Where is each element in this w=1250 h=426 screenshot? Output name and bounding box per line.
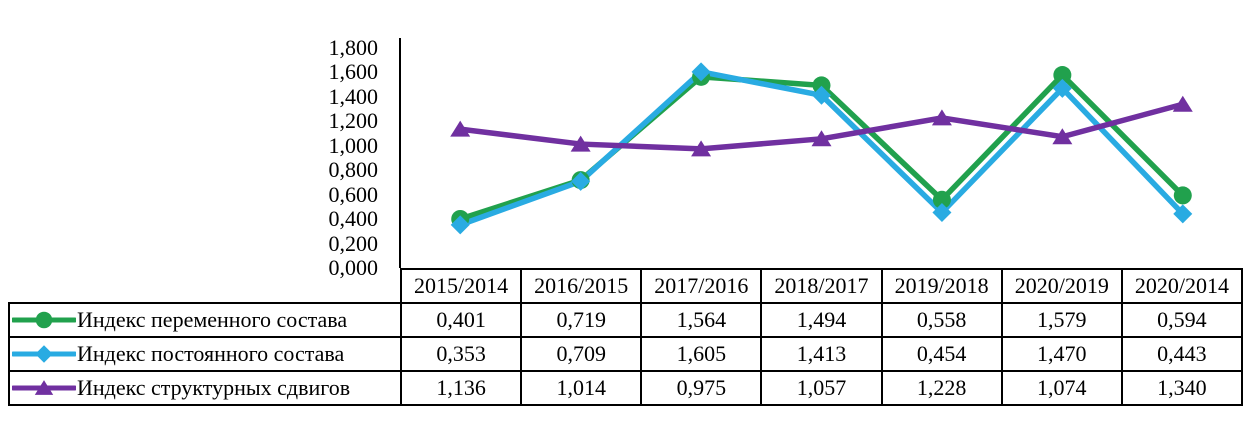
triangle-marker: [1172, 95, 1193, 112]
value-cell: 1,470: [1000, 336, 1123, 372]
legend-cell: Индекс переменного состава: [8, 302, 402, 338]
y-tick-label: 1,400: [328, 83, 379, 109]
year-header: 2016/2015: [520, 268, 643, 304]
value-cell: 1,564: [640, 302, 763, 338]
circle-marker: [932, 190, 951, 209]
table-row: Индекс структурных сдвигов 1,136 1,014 0,97…: [8, 370, 1244, 406]
value-cell: 0,719: [520, 302, 643, 338]
year-header: 2020/2019: [1000, 268, 1123, 304]
value-cell: 0,709: [520, 336, 643, 372]
diamond-marker: [450, 215, 470, 235]
value-cell: 1,014: [520, 370, 643, 406]
value-cell: 1,228: [880, 370, 1003, 406]
triangle-marker: [450, 120, 471, 137]
triangle-marker: [1052, 128, 1073, 145]
circle-marker: [812, 76, 831, 95]
diamond-marker: [932, 203, 952, 223]
y-tick-label: 0,200: [328, 230, 379, 256]
data-table: 2015/2014 2016/2015 2017/2016 2018/2017 2019…: [8, 268, 1244, 406]
value-cell: 1,413: [760, 336, 883, 372]
value-cell: 0,594: [1120, 302, 1244, 338]
triangle-marker: [691, 140, 712, 157]
value-cell: 1,340: [1120, 370, 1244, 406]
diamond-marker: [35, 345, 53, 363]
diamond-marker: [812, 85, 831, 105]
circle-marker: [1173, 186, 1192, 205]
value-cell: 1,605: [640, 336, 763, 372]
table-row: Индекс переменного состава 0,401 0,719 1,56…: [8, 302, 1244, 338]
value-cell: 0,558: [880, 302, 1003, 338]
table-corner-blank: [9, 269, 401, 303]
diamond-marker: [571, 171, 591, 191]
y-tick-label: 1,000: [328, 132, 379, 158]
diamond-marker: [1173, 204, 1193, 224]
value-cell: 1,494: [760, 302, 883, 338]
value-cell: 0,401: [399, 302, 523, 338]
circle-marker: [1053, 66, 1072, 85]
year-header: 2015/2014: [399, 268, 523, 304]
y-tick-label: 0,600: [328, 181, 379, 207]
circle-series-marker-icon: [12, 311, 76, 329]
triangle-marker: [570, 135, 591, 152]
y-tick-label: 1,800: [328, 35, 379, 60]
y-tick-label: 0,800: [328, 157, 379, 183]
value-cell: 0,454: [880, 336, 1003, 372]
triangle-marker: [811, 130, 832, 147]
year-header: 2018/2017: [760, 268, 883, 304]
year-header: 2017/2016: [640, 268, 763, 304]
value-cell: 0,353: [399, 336, 523, 372]
y-tick-label: 0,000: [328, 255, 379, 280]
table-row: Индекс постоянного состава 0,353 0,709 1,60…: [8, 336, 1244, 372]
diamond-marker: [1052, 78, 1072, 98]
value-cell: 1,057: [760, 370, 883, 406]
series-name: Индекс переменного состава: [77, 307, 348, 332]
value-cell: 1,579: [1000, 302, 1123, 338]
y-tick-label: 1,200: [328, 108, 379, 134]
year-header: 2019/2018: [880, 268, 1003, 304]
y-tick-label: 0,400: [328, 206, 379, 232]
legend-cell: Индекс постоянного состава: [8, 336, 402, 372]
triangle-series-marker-icon: [12, 380, 76, 395]
triangle-marker: [931, 109, 952, 126]
value-cell: 0,443: [1120, 336, 1244, 372]
series-name: Индекс постоянного состава: [77, 341, 345, 366]
y-tick-label: 1,600: [328, 59, 379, 85]
value-cell: 1,074: [1000, 370, 1123, 406]
series-name: Индекс структурных сдвигов: [77, 375, 351, 400]
legend-cell: Индекс структурных сдвигов: [8, 370, 402, 406]
diamond-series-marker-icon: [12, 345, 76, 363]
year-header: 2020/2014: [1120, 268, 1244, 304]
diamond-marker: [691, 62, 711, 82]
y-axis: 1,800 1,600 1,400 1,200 1,000 0,800 0,600 0,400…: [0, 0, 379, 300]
circle-marker: [35, 311, 53, 329]
value-cell: 0,975: [640, 370, 763, 406]
triangle-marker: [34, 380, 54, 395]
value-cell: 1,136: [399, 370, 523, 406]
